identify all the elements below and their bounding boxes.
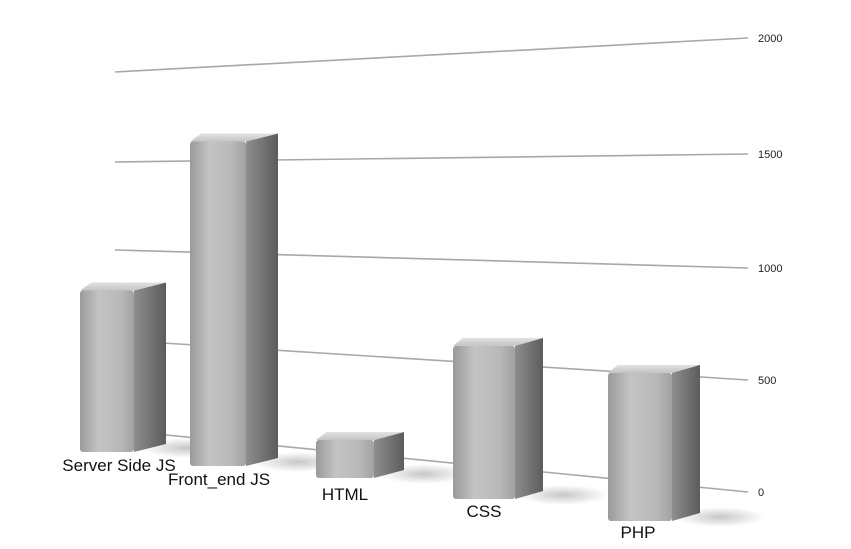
bar-front-2: [316, 440, 374, 478]
bar-top-1: [190, 133, 278, 142]
x-category-label-2: HTML: [322, 485, 368, 504]
y-tick-label-1500: 1500: [758, 149, 782, 161]
x-category-label-1: Front_end JS: [168, 470, 270, 489]
y-tick-label-0: 0: [758, 487, 764, 499]
bars: [80, 133, 700, 521]
y-tick-label-500: 500: [758, 375, 776, 387]
x-category-label-0: Server Side JS: [62, 456, 175, 475]
bar-side-4: [672, 364, 700, 521]
bar-top-3: [453, 337, 543, 346]
bar-side-1: [246, 133, 278, 466]
bar-3: [453, 337, 543, 499]
bar-side-3: [515, 337, 543, 499]
bar-side-2: [374, 432, 404, 478]
bar-top-2: [316, 432, 404, 440]
bar-top-0: [80, 282, 166, 291]
gridline-2000: [114, 37, 749, 73]
bar-1: [190, 133, 278, 466]
bar-front-3: [453, 345, 515, 499]
x-category-label-4: PHP: [621, 523, 656, 542]
bar-top-4: [608, 364, 700, 373]
bar-4: [608, 364, 700, 521]
bar-side-0: [134, 282, 166, 452]
bar-front-1: [190, 141, 246, 466]
x-category-label-3: CSS: [467, 502, 502, 521]
bar-front-0: [80, 290, 134, 452]
y-tick-label-2000: 2000: [758, 33, 782, 45]
y-axis-ticks: 0 500 1000 1500 2000: [758, 33, 782, 499]
bar-front-4: [608, 372, 672, 521]
bar-0: [80, 282, 166, 452]
y-tick-label-1000: 1000: [758, 263, 782, 275]
bar-2: [316, 432, 404, 478]
